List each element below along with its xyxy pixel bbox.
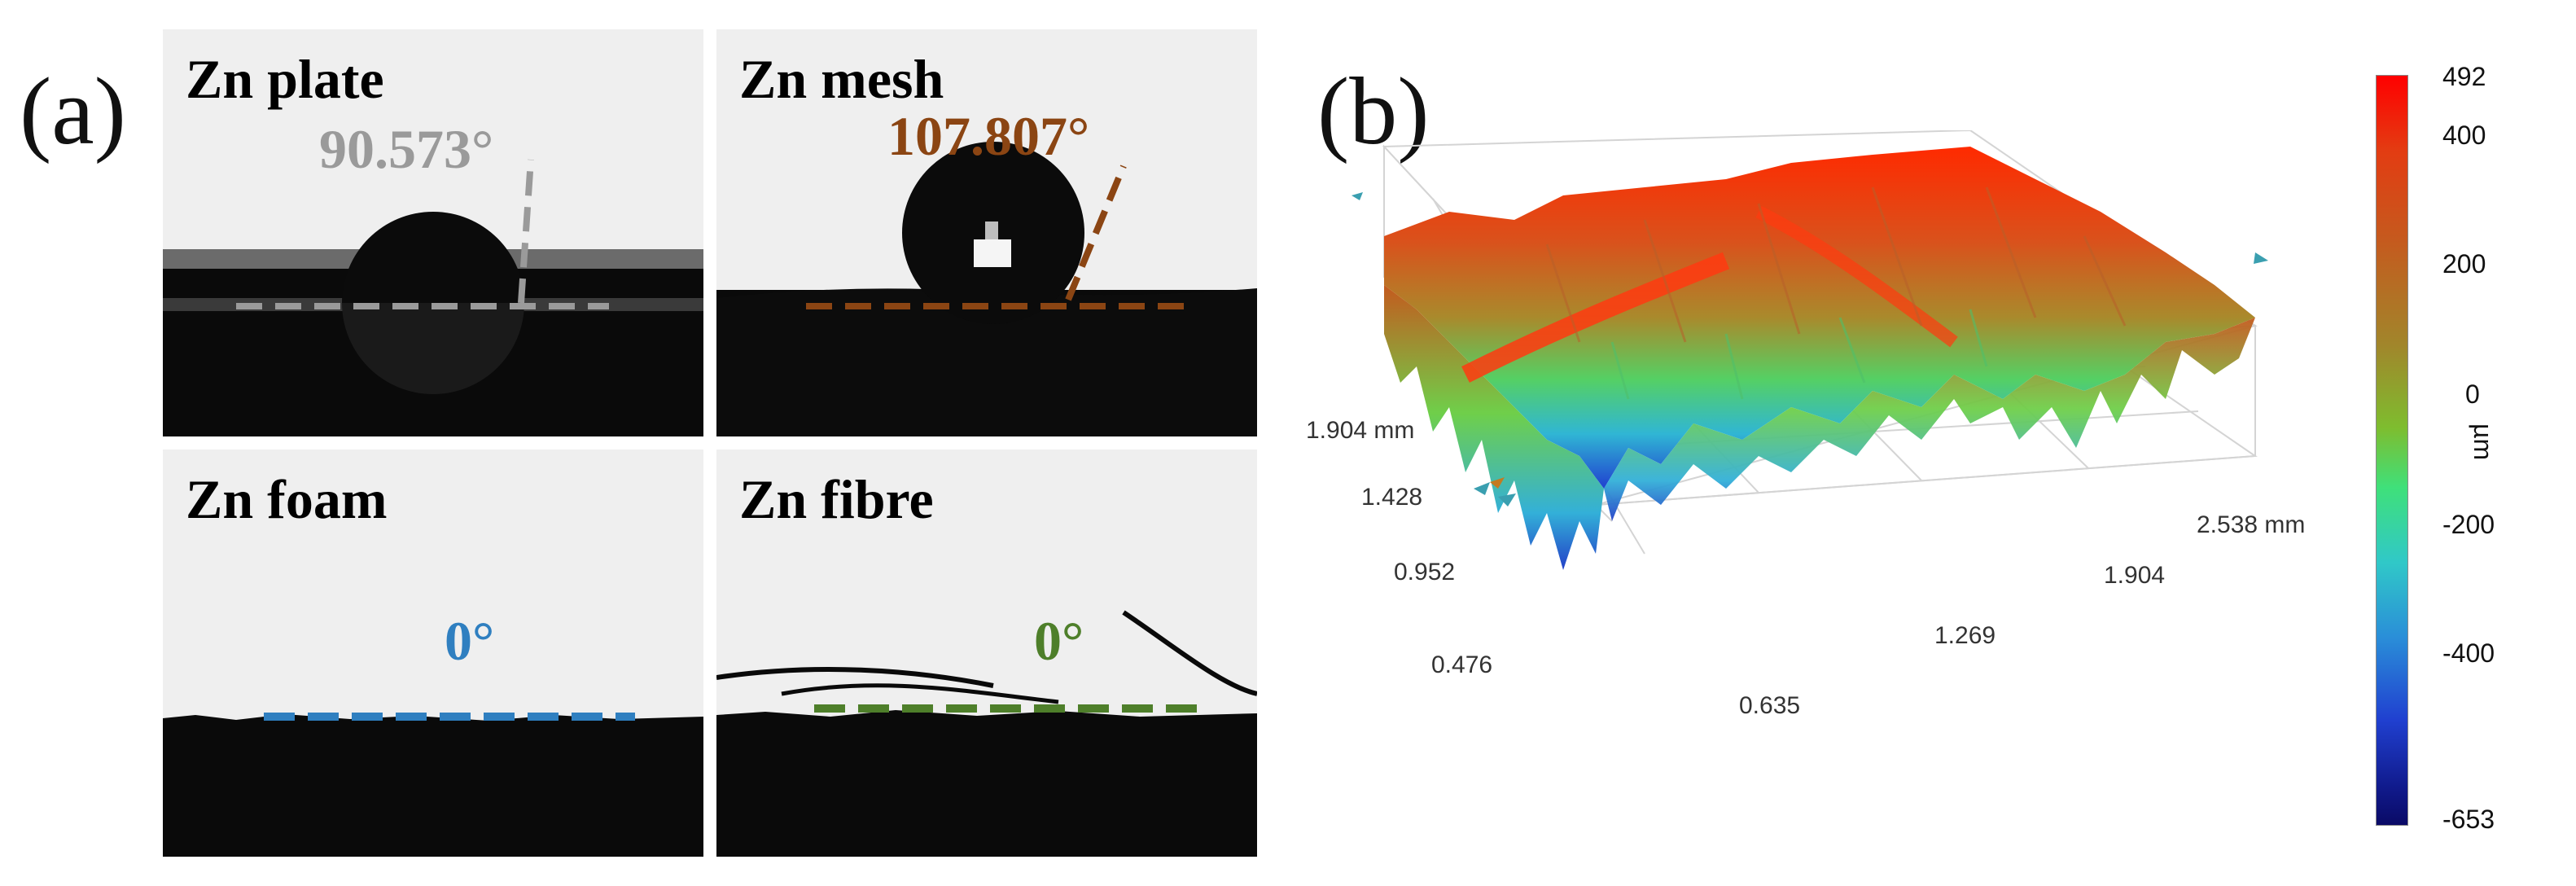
panel-b-label: (b) — [1317, 58, 1430, 164]
orientation-gizmo — [1352, 192, 2268, 507]
contact-angle-value: 107.807° — [887, 105, 1090, 167]
droplet-image-foam — [163, 450, 703, 857]
colorbar-tick-label: 200 — [2442, 249, 2486, 279]
tile-zn-fibre: Zn fibre 0° — [716, 450, 1257, 857]
colorbar-tick-label: -653 — [2442, 805, 2495, 834]
contact-angle-value: 0° — [445, 610, 495, 672]
tile-zn-mesh: Zn mesh 107.807° — [716, 29, 1257, 436]
colorbar-tick-label: 0 — [2465, 379, 2480, 409]
colorbar-tick-label: -200 — [2442, 510, 2495, 539]
colorbar-tick-label: -400 — [2442, 638, 2495, 668]
contact-angle-value: 0° — [1034, 610, 1084, 672]
y-axis-tick-label: 1.428 — [1361, 484, 1423, 511]
droplet-image-plate — [163, 29, 703, 436]
colorbar — [2376, 75, 2408, 826]
colorbar-tick-label: 492 — [2442, 62, 2486, 91]
panel-a-label: (a) — [20, 58, 126, 164]
droplet-image-mesh — [716, 29, 1257, 436]
colorbar-tick-label: 400 — [2442, 121, 2486, 150]
y-axis-max-label: 1.904 mm — [1306, 417, 1415, 444]
x-axis-tick-label: 1.904 — [2104, 562, 2166, 589]
x-axis-tick-label: 1.269 — [1934, 622, 1996, 649]
tile-zn-plate: Zn plate 90.573° — [163, 29, 703, 436]
tile-zn-foam: Zn foam 0° — [163, 450, 703, 857]
surface-topography-3d — [1303, 129, 2345, 847]
tile-title: Zn fibre — [739, 468, 934, 530]
tile-title: Zn foam — [186, 468, 388, 530]
y-axis-tick-label: 0.476 — [1431, 651, 1493, 678]
terrain-front-wall — [1384, 285, 1604, 570]
tile-title: Zn mesh — [739, 48, 944, 110]
tile-title: Zn plate — [186, 48, 384, 110]
y-axis-tick-label: 0.952 — [1394, 559, 1456, 586]
terrain-surface — [1384, 147, 2255, 489]
droplet-image-fibre — [716, 450, 1257, 857]
contact-angle-value: 90.573° — [319, 118, 494, 180]
x-axis-max-label: 2.538 mm — [2197, 511, 2306, 538]
x-axis-tick-label: 0.635 — [1739, 692, 1801, 719]
colorbar-unit-label: µm — [2469, 423, 2498, 461]
